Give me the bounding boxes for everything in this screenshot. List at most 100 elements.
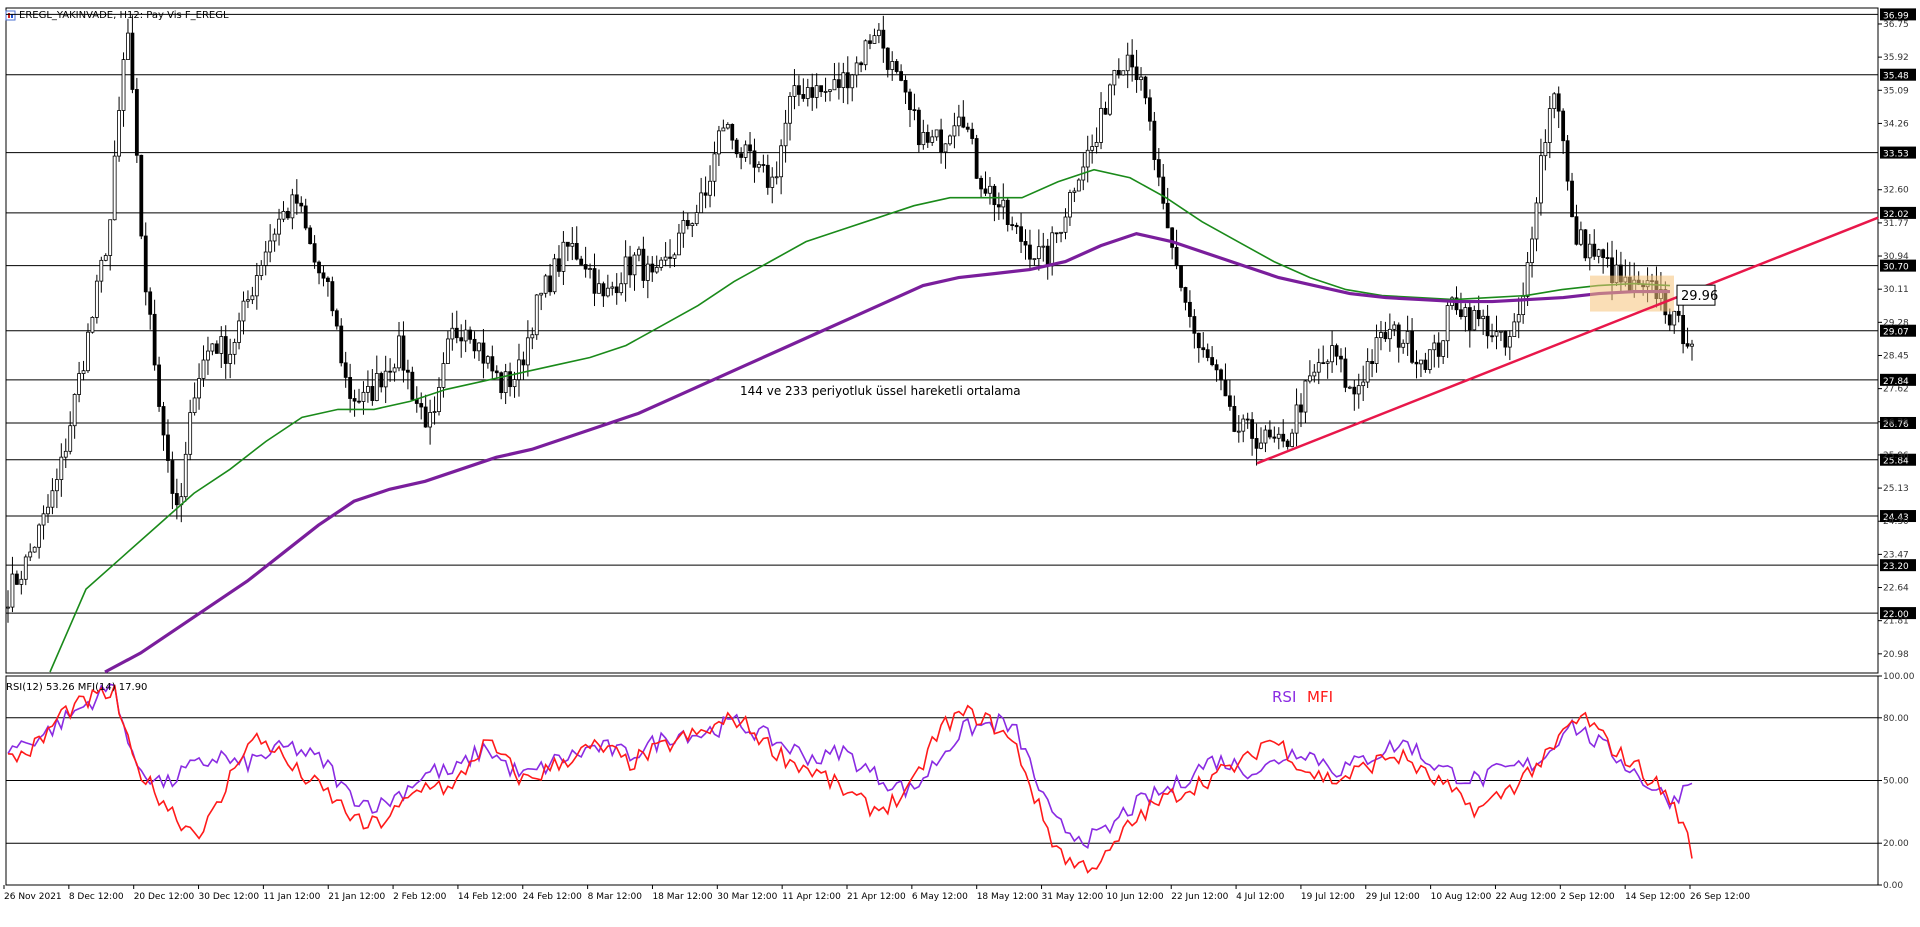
candle-body xyxy=(1410,330,1414,363)
ema233-line xyxy=(104,232,1670,674)
candle-body xyxy=(988,185,992,194)
candle-body xyxy=(366,386,370,393)
candle-body xyxy=(428,412,433,428)
candle-body xyxy=(1361,381,1366,387)
candle-body xyxy=(1143,76,1148,99)
candle-body xyxy=(303,205,308,229)
candle-body xyxy=(1472,310,1477,331)
x-tick-label: 10 Jun 12:00 xyxy=(1106,892,1163,902)
candle-body xyxy=(468,329,473,340)
candle-body xyxy=(1019,226,1023,242)
candle-body xyxy=(956,116,961,127)
candle-body xyxy=(174,493,179,506)
candle-body xyxy=(659,259,664,268)
candle-body xyxy=(1525,262,1530,297)
price-y-tick-label: 25.13 xyxy=(1883,484,1909,494)
candle-body xyxy=(1201,347,1206,351)
candle-body xyxy=(1090,146,1095,151)
candle-body xyxy=(1494,331,1499,337)
candle-body xyxy=(454,327,459,339)
x-tick-label: 22 Jun 12:00 xyxy=(1171,892,1228,902)
candle-body xyxy=(1565,140,1570,182)
candle-body xyxy=(6,606,10,609)
candle-body xyxy=(730,123,735,141)
candle-body xyxy=(841,72,846,88)
candle-body xyxy=(1370,361,1374,364)
candle-body xyxy=(557,258,561,272)
candle-body xyxy=(801,94,806,99)
candle-body xyxy=(699,192,704,214)
candle-body xyxy=(703,192,708,196)
candle-body xyxy=(1076,179,1081,192)
price-level-tag xyxy=(1880,559,1916,572)
candle-body xyxy=(419,403,424,408)
price-y-tick-label: 21.81 xyxy=(1883,617,1909,627)
candle-body xyxy=(1543,142,1548,157)
candle-body xyxy=(77,373,81,395)
candle-body xyxy=(1539,155,1543,204)
candle-body xyxy=(166,434,170,461)
candle-body xyxy=(925,131,930,143)
candle-body xyxy=(1419,359,1423,365)
x-tick-label: 31 May 12:00 xyxy=(1042,892,1104,902)
candle-body xyxy=(1001,199,1006,208)
candle-body xyxy=(996,204,1001,208)
candle-body xyxy=(859,62,864,66)
price-y-tick-label: 36.75 xyxy=(1883,20,1909,30)
candle-body xyxy=(814,85,819,98)
candle-body xyxy=(232,342,237,355)
candle-body xyxy=(1192,316,1197,334)
candle-body xyxy=(1010,224,1015,226)
candle-body xyxy=(210,343,215,352)
candle-body xyxy=(112,155,117,221)
candle-body xyxy=(717,130,721,155)
candle-body xyxy=(1099,107,1103,143)
candle-body xyxy=(494,370,499,374)
candle-body xyxy=(912,109,917,112)
candle-body xyxy=(1250,419,1255,439)
candle-body xyxy=(1299,404,1303,413)
candle-body xyxy=(1574,216,1579,245)
price-y-tick-label: 30.11 xyxy=(1883,285,1909,295)
candle-body xyxy=(81,370,86,374)
candle-body xyxy=(1387,328,1392,340)
candle-body xyxy=(1223,379,1228,397)
candle-body xyxy=(934,129,939,138)
candle-body xyxy=(530,334,535,339)
candle-body xyxy=(308,227,313,245)
candle-body xyxy=(832,79,837,91)
candle-body xyxy=(792,85,797,97)
candle-body xyxy=(343,362,348,378)
candle-body xyxy=(241,300,246,322)
candle-body xyxy=(1285,440,1290,447)
candle-body xyxy=(810,87,815,98)
candle-body xyxy=(485,356,490,364)
candle-body xyxy=(1276,433,1281,439)
candle-body xyxy=(379,373,384,388)
candle-body xyxy=(1512,321,1517,337)
candle-body xyxy=(1432,342,1437,351)
x-tick-label: 4 Jul 12:00 xyxy=(1236,892,1285,902)
candle-body xyxy=(1676,310,1681,316)
candle-body xyxy=(1316,362,1321,373)
price-level-label: 35.48 xyxy=(1883,72,1909,82)
candle-body xyxy=(68,425,73,452)
candle-body xyxy=(1259,442,1263,449)
candle-body xyxy=(1383,332,1388,340)
candle-body xyxy=(1174,246,1179,266)
candle-body xyxy=(965,126,970,130)
candle-body xyxy=(583,264,588,270)
candle-body xyxy=(481,342,486,364)
indicator-y-tick-label: 50.00 xyxy=(1883,777,1909,787)
candle-body xyxy=(1352,386,1357,395)
candle-body xyxy=(1579,229,1583,245)
price-y-tick-label: 31.77 xyxy=(1883,219,1909,229)
candle-body xyxy=(463,329,468,342)
candle-body xyxy=(1236,430,1241,433)
candle-body xyxy=(72,394,77,427)
mfi-label: MFI xyxy=(1307,688,1333,706)
candle-body xyxy=(228,353,233,364)
price-level-tag xyxy=(1880,8,1916,21)
candle-body xyxy=(570,243,575,247)
candle-body xyxy=(490,356,495,372)
